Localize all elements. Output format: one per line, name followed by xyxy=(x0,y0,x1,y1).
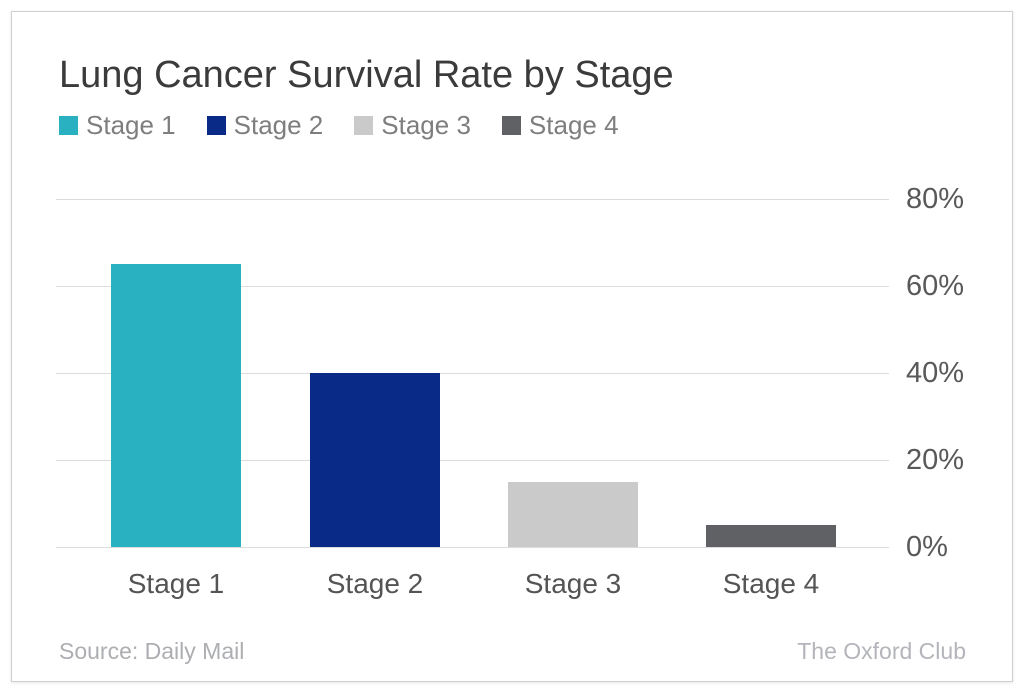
bar-stage-2 xyxy=(310,373,440,547)
y-axis-tick-label-0: 0% xyxy=(906,530,948,563)
x-axis-tick-label-stage-3: Stage 3 xyxy=(524,568,622,599)
chart-legend: Stage 1 Stage 2 Stage 3 Stage 4 xyxy=(59,109,650,141)
brand-attribution: The Oxford Club xyxy=(797,638,966,664)
x-axis-tick-label-stage-4: Stage 4 xyxy=(722,568,820,599)
y-axis-tick-label-80: 80% xyxy=(906,182,965,215)
legend-item-stage-4: Stage 4 xyxy=(501,109,619,141)
legend-item-stage-2: Stage 2 xyxy=(206,109,324,141)
chart-title: Lung Cancer Survival Rate by Stage xyxy=(59,54,674,96)
y-axis-tick-label-20: 20% xyxy=(906,443,965,476)
legend-item-label: Stage 3 xyxy=(381,109,471,140)
gridline-40pct xyxy=(56,373,889,374)
x-axis-tick-label-stage-2: Stage 2 xyxy=(326,568,424,599)
gridline-20pct xyxy=(56,460,889,461)
legend-item-stage-1: Stage 1 xyxy=(59,110,176,141)
bar-stage-3 xyxy=(508,482,638,547)
bar-stage-4 xyxy=(706,525,836,547)
y-axis-tick-label-40: 40% xyxy=(906,356,965,389)
legend-swatch-icon xyxy=(354,115,374,135)
legend-item-label: Stage 2 xyxy=(233,109,324,140)
chart-card: Lung Cancer Survival Rate by Stage Stage… xyxy=(11,11,1013,682)
gridline-0pct xyxy=(56,547,889,548)
legend-item-label: Stage 1 xyxy=(86,109,176,140)
bar-stage-1 xyxy=(111,264,241,547)
legend-item-stage-3: Stage 3 xyxy=(354,110,471,141)
gridline-60pct xyxy=(56,286,889,287)
source-attribution: Source: Daily Mail xyxy=(59,638,245,664)
legend-swatch-icon xyxy=(501,115,521,135)
legend-swatch-icon xyxy=(59,115,78,135)
legend-swatch-icon xyxy=(206,115,226,135)
bar-chart-plot-area: 0% 20% 40% 60% 80% Stage 1 Stage 2 Stage 3 Stage… xyxy=(12,12,1014,683)
x-axis-tick-label-stage-1: Stage 1 xyxy=(127,568,225,599)
legend-item-label: Stage 4 xyxy=(528,109,619,140)
gridline-80pct xyxy=(56,199,889,200)
y-axis-tick-label-60: 60% xyxy=(906,269,965,302)
